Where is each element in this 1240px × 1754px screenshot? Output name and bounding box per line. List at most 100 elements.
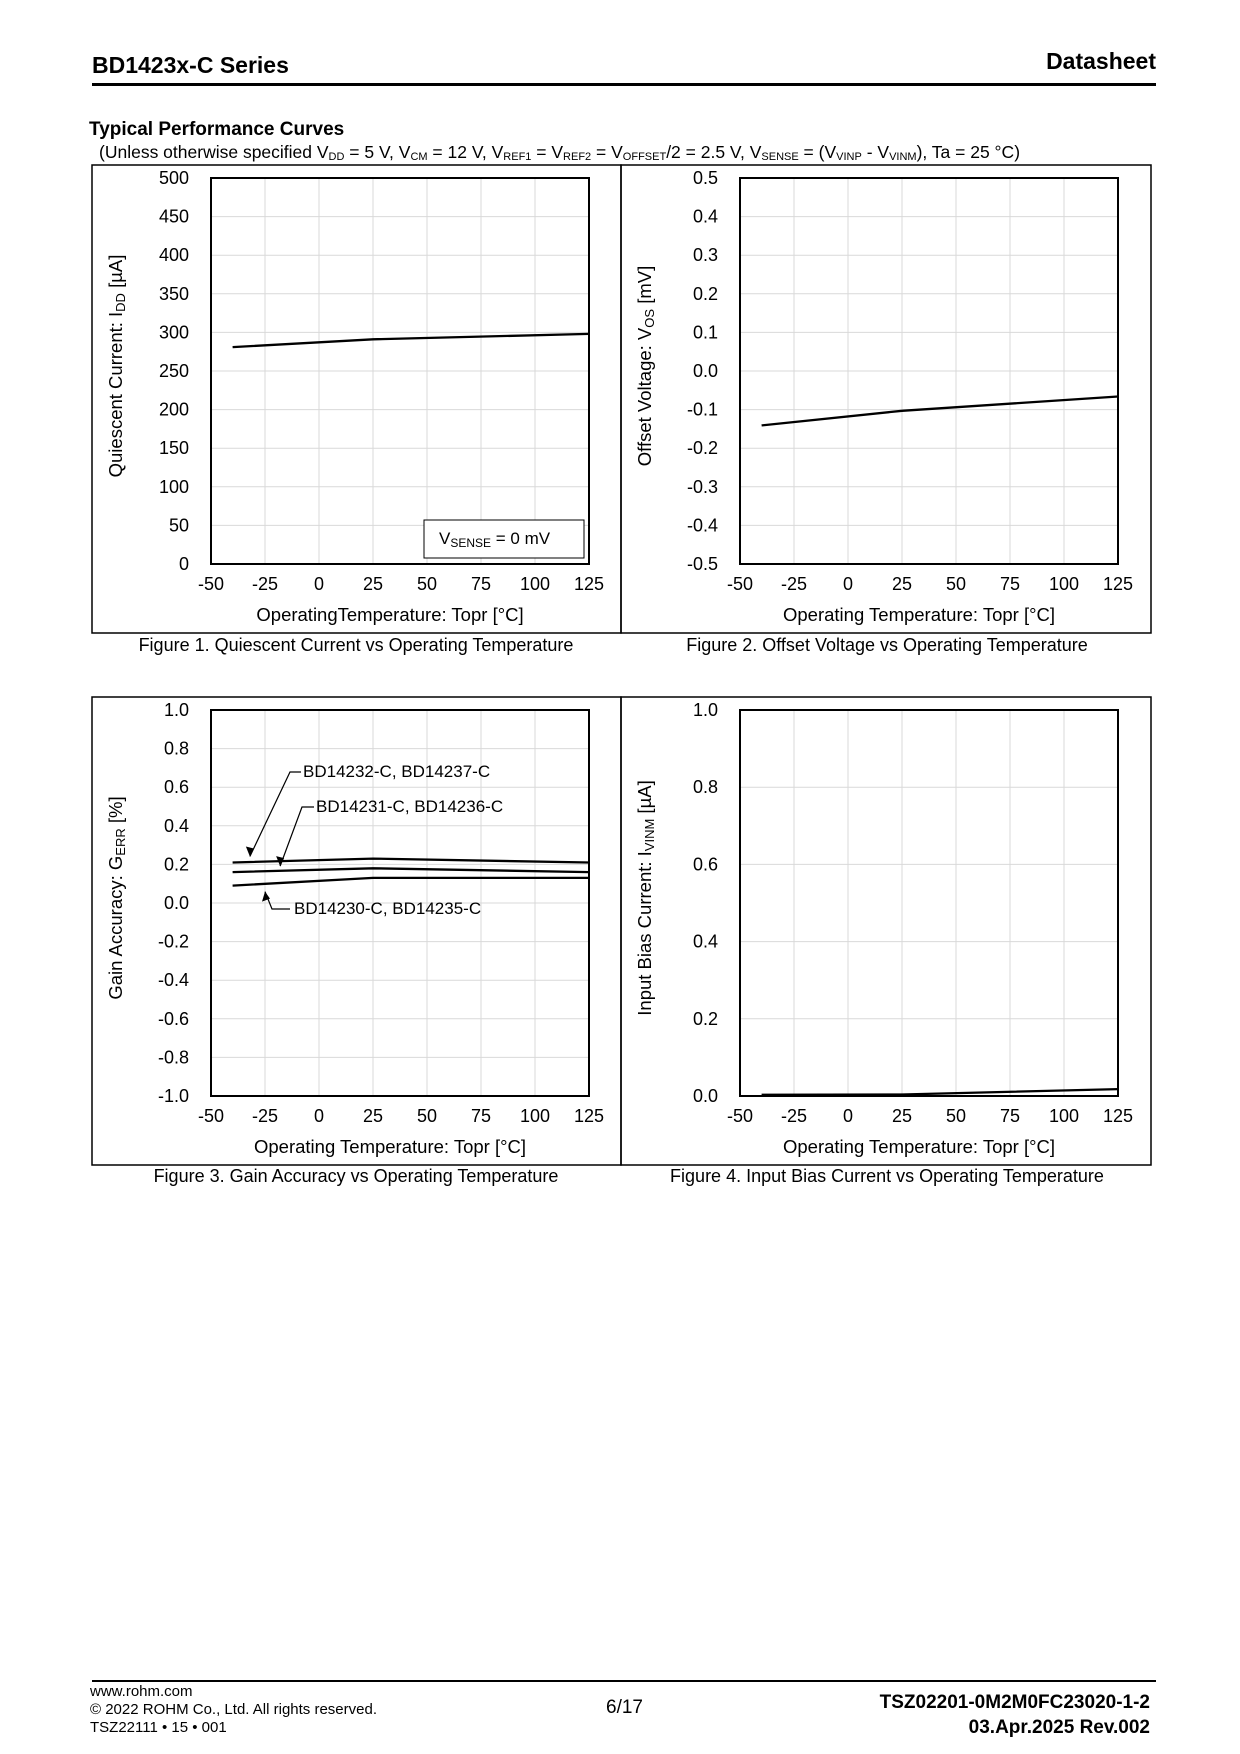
x-tick-label: 100	[520, 574, 550, 594]
x-axis-label: Operating Temperature: Topr [°C]	[254, 1136, 526, 1157]
figure-caption: Figure 1. Quiescent Current vs Operating…	[139, 635, 574, 655]
document-date-revision: 03.Apr.2025 Rev.002	[968, 1717, 1150, 1738]
series-line-1	[761, 1087, 1119, 1096]
x-tick-label: 100	[1049, 1106, 1079, 1126]
y-tick-label: 300	[159, 322, 189, 342]
series-line-2	[232, 867, 590, 874]
label-text: Offset Voltage: V	[634, 327, 655, 466]
plot-area-border	[739, 709, 1119, 1097]
y-tick-label: -0.2	[158, 932, 189, 952]
y-tick-label: 400	[159, 245, 189, 265]
series-callout-label: BD14230-C, BD14235-C	[294, 899, 481, 918]
x-tick-label: -50	[727, 574, 753, 594]
condition-subscript: CM	[410, 151, 428, 163]
y-tick-label: -0.6	[158, 1009, 189, 1029]
condition-text: = V	[591, 142, 623, 162]
y-tick-label: 0.6	[693, 854, 718, 874]
y-axis-label: Offset Voltage: VOS [mV]	[634, 266, 657, 466]
callout-arrowhead	[276, 856, 285, 867]
condition-text: = 5 V, V	[344, 142, 411, 162]
condition-subscript: VINM	[889, 151, 917, 163]
x-tick-label: 100	[520, 1106, 550, 1126]
document-number: TSZ02201-0M2M0FC23020-1-2	[879, 1692, 1150, 1713]
chart-3: -50 -25 0 25 50 75 100 125 -1.0 -0.8 -0.6 -0.4 -0.2 0…	[91, 696, 622, 1186]
y-tick-label: 500	[159, 168, 189, 188]
label-text: [µA]	[634, 780, 655, 818]
x-tick-label: 125	[1103, 574, 1133, 594]
y-tick-label: 100	[159, 477, 189, 497]
header-divider	[92, 83, 1156, 86]
x-tick-label: 25	[892, 574, 912, 594]
callout-arrowhead	[245, 846, 254, 857]
y-axis-label: Quiescent Current: IDD [µA]	[105, 255, 128, 478]
chart-2: -50 -25 0 25 50 75 100 125 -0.5 -0.4 -0.3 -0.2 -0.1 0…	[620, 164, 1152, 655]
figure-caption: Figure 3. Gain Accuracy vs Operating Tem…	[154, 1166, 559, 1186]
chart-1: -50 -25 0 25 50 75 100 125 0 50 100 150 200 250 300 350…	[91, 164, 622, 655]
x-tick-label: 50	[946, 574, 966, 594]
label-text: Quiescent Current: I	[105, 312, 126, 478]
x-tick-label: -25	[252, 1106, 278, 1126]
x-tick-label: 125	[574, 574, 604, 594]
condition-text: = V	[531, 142, 564, 162]
x-tick-label: -50	[727, 1106, 753, 1126]
footer-divider	[92, 1680, 1156, 1682]
x-tick-label: 0	[843, 1106, 853, 1126]
section-title: Typical Performance Curves	[89, 119, 345, 140]
y-tick-label: 0.0	[164, 893, 189, 913]
condition-subscript: VINP	[836, 151, 862, 163]
y-tick-label: 0	[179, 554, 189, 574]
y-tick-label: -1.0	[158, 1086, 189, 1106]
x-tick-label: 25	[892, 1106, 912, 1126]
condition-text: ), Ta = 25 °C)	[916, 142, 1021, 162]
label-text: Input Bias Current: I	[634, 851, 655, 1016]
y-axis-label: Gain Accuracy: GERR [%]	[105, 796, 128, 999]
annotation-text: VSENSE = 0 mV	[439, 529, 551, 550]
condition-subscript: REF2	[563, 151, 592, 163]
footer-website: www.rohm.com	[90, 1683, 193, 1700]
y-tick-label: 0.2	[693, 284, 718, 304]
page-number: 6/17	[606, 1697, 643, 1718]
y-tick-label: 0.2	[164, 854, 189, 874]
x-tick-label: -25	[252, 574, 278, 594]
annotation-box	[423, 519, 585, 559]
series-line-1	[232, 857, 590, 864]
label-text: [mV]	[634, 266, 655, 309]
subscript-text: SENSE	[450, 536, 491, 550]
x-tick-label: 25	[363, 574, 383, 594]
x-tick-label: 50	[946, 1106, 966, 1126]
x-tick-label: 25	[363, 1106, 383, 1126]
label-text: [µA]	[105, 255, 126, 293]
condition-subscript: REF1	[503, 151, 532, 163]
footer-form-code: TSZ22111 • 15 • 001	[90, 1719, 227, 1736]
y-axis-label: Input Bias Current: IVINM [µA]	[634, 780, 657, 1015]
x-axis-label: Operating Temperature: Topr [°C]	[783, 604, 1055, 625]
chart-frame	[620, 696, 1152, 1166]
y-tick-label: 0.2	[693, 1009, 718, 1029]
x-tick-label: 0	[314, 574, 324, 594]
y-tick-label: 0.3	[693, 245, 718, 265]
x-tick-label: 125	[574, 1106, 604, 1126]
x-tick-label: 100	[1049, 574, 1079, 594]
y-tick-label: 0.6	[164, 777, 189, 797]
y-tick-label: 0.5	[693, 168, 718, 188]
callout-leader	[249, 771, 301, 857]
y-tick-label: 0.1	[693, 322, 718, 342]
subscript-text: VINM	[642, 819, 657, 852]
label-text: Gain Accuracy: G	[105, 856, 126, 1000]
condition-subscript: SENSE	[761, 151, 799, 163]
x-tick-label: -25	[781, 574, 807, 594]
y-tick-label: 0.0	[693, 361, 718, 381]
x-axis-label: Operating Temperature: Topr [°C]	[783, 1136, 1055, 1157]
figure-caption: Figure 4. Input Bias Current vs Operatin…	[670, 1166, 1104, 1186]
plot-area-border	[210, 177, 590, 565]
series-callout-label: BD14232-C, BD14237-C	[303, 762, 490, 781]
label-text: = 0 mV	[491, 529, 551, 548]
x-axis-label: OperatingTemperature: Topr [°C]	[256, 604, 523, 625]
y-tick-label: -0.5	[687, 554, 718, 574]
label-text: V	[439, 529, 451, 548]
y-tick-label: 250	[159, 361, 189, 381]
condition-subscript: OFFSET	[622, 151, 667, 163]
y-tick-label: 200	[159, 400, 189, 420]
y-tick-label: 350	[159, 284, 189, 304]
